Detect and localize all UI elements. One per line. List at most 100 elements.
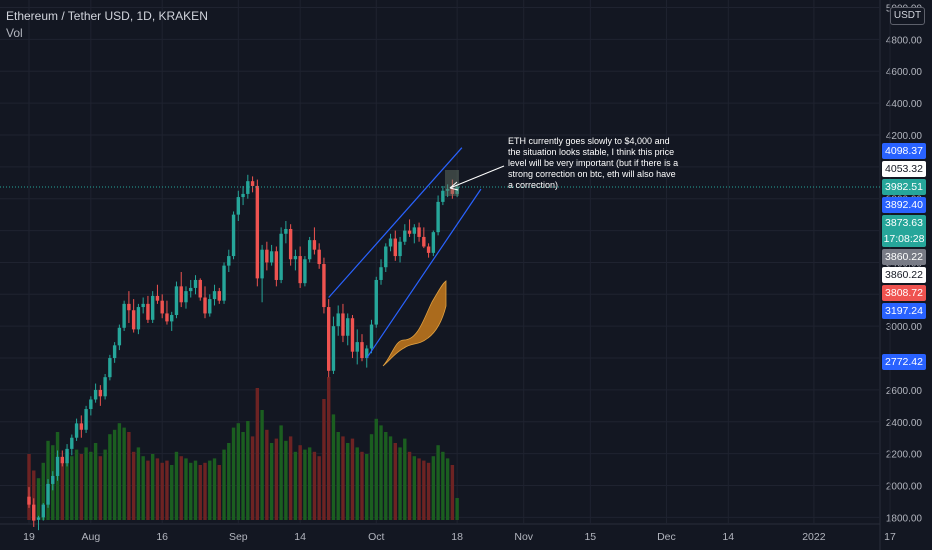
volume-bar bbox=[403, 438, 407, 520]
volume-bar bbox=[222, 449, 226, 520]
volume-bar bbox=[32, 470, 36, 520]
price-axis-label: 3873.63 17:08:28 bbox=[882, 215, 926, 248]
volume-bar bbox=[41, 462, 45, 520]
volume-bar bbox=[407, 451, 412, 520]
candle-body bbox=[441, 190, 445, 202]
candle-body bbox=[227, 256, 231, 266]
volume-bar bbox=[341, 436, 345, 520]
price-axis-label: 3808.72 bbox=[882, 285, 926, 302]
volume-bar bbox=[65, 451, 69, 520]
volume-bar bbox=[241, 432, 245, 520]
volume-bar bbox=[455, 498, 459, 520]
volume-bar bbox=[374, 418, 378, 520]
volume-bar bbox=[160, 462, 164, 520]
candle-body bbox=[198, 279, 202, 298]
candle-body bbox=[450, 189, 455, 194]
volume-bar bbox=[384, 432, 388, 520]
candles bbox=[27, 174, 459, 531]
candle-body bbox=[32, 504, 36, 521]
volume-bar bbox=[170, 465, 174, 520]
candle-body bbox=[222, 265, 226, 301]
candle-body bbox=[165, 313, 169, 322]
volume-bar bbox=[388, 436, 393, 520]
price-axis-label: 3197.24 bbox=[882, 303, 926, 320]
candle-body bbox=[246, 181, 250, 194]
candle-body bbox=[84, 409, 88, 430]
candle-body bbox=[265, 249, 269, 263]
candle-body bbox=[407, 230, 412, 234]
candle-body bbox=[189, 287, 193, 292]
price-axis-label-value: 3873.63 bbox=[885, 217, 923, 230]
currency-button[interactable]: USDT bbox=[890, 7, 925, 25]
candle-body bbox=[388, 238, 393, 247]
volume-bar bbox=[298, 445, 302, 520]
candle-body bbox=[79, 423, 84, 430]
candle-body bbox=[369, 324, 374, 349]
candle-body bbox=[98, 389, 103, 397]
candle-body bbox=[122, 303, 126, 328]
candle-body bbox=[46, 483, 50, 505]
candle-body bbox=[60, 456, 64, 464]
candle-body bbox=[326, 307, 331, 371]
y-tick-label: 2200.00 bbox=[886, 450, 923, 461]
candle-body bbox=[436, 201, 440, 233]
volume-bar bbox=[355, 447, 359, 520]
volume-bar bbox=[112, 429, 117, 520]
y-tick-label: 4600.00 bbox=[886, 67, 923, 78]
candle-body bbox=[193, 279, 198, 288]
x-tick-label: 15 bbox=[584, 531, 596, 543]
y-tick-label: 3000.00 bbox=[886, 322, 923, 333]
candle-body bbox=[350, 318, 355, 352]
volume-bar bbox=[293, 451, 298, 520]
candle-body bbox=[217, 291, 221, 301]
volume-bar bbox=[231, 427, 236, 520]
candle-body bbox=[27, 496, 31, 505]
price-axis-label-value: 3197.24 bbox=[885, 305, 923, 318]
volume-bar bbox=[84, 447, 88, 520]
x-tick-label: Sep bbox=[229, 531, 248, 543]
volume-bar bbox=[193, 460, 198, 520]
candle-body bbox=[131, 310, 136, 330]
candle-body bbox=[160, 300, 164, 314]
candle-body bbox=[355, 342, 359, 352]
volume-bar bbox=[412, 456, 417, 520]
volume-bar bbox=[422, 460, 426, 520]
volume-bar bbox=[255, 388, 260, 520]
volume-bar bbox=[141, 456, 145, 520]
candle-body bbox=[141, 303, 145, 308]
candle-body bbox=[146, 303, 150, 320]
price-axis-label-value: 2772.42 bbox=[885, 356, 923, 369]
volume-bar bbox=[93, 443, 98, 520]
symbol-title[interactable]: Ethereum / Tether USD, 1D, KRAKEN bbox=[6, 9, 208, 23]
candle-body bbox=[393, 238, 397, 257]
candle-body bbox=[103, 377, 107, 397]
candle-body bbox=[117, 327, 122, 346]
y-tick-label: 4400.00 bbox=[886, 99, 923, 110]
volume-bar bbox=[250, 436, 255, 520]
volume-bar bbox=[426, 462, 431, 520]
candle-body bbox=[269, 251, 274, 263]
candle-body bbox=[112, 345, 117, 359]
candle-body bbox=[41, 504, 45, 518]
volume-bar bbox=[303, 449, 307, 520]
volume-bar bbox=[369, 434, 374, 520]
candle-body bbox=[170, 315, 174, 322]
volume-bar bbox=[70, 456, 74, 520]
volume-bar bbox=[60, 459, 64, 520]
volume-bar bbox=[27, 454, 31, 520]
candle-body bbox=[93, 389, 98, 400]
candle-body bbox=[417, 227, 421, 237]
volume-bar bbox=[198, 465, 202, 520]
x-tick-label: 14 bbox=[722, 531, 734, 543]
price-axis-label-value: 3860.22 bbox=[885, 251, 923, 264]
y-tick-label: 1800.00 bbox=[886, 513, 923, 524]
annotation-text[interactable]: ETH currently goes slowly to $4,000 and … bbox=[508, 136, 679, 190]
volume-bar bbox=[227, 443, 231, 520]
volume-bar bbox=[436, 445, 440, 520]
volume-bar bbox=[322, 399, 326, 520]
volume-label[interactable]: Vol bbox=[6, 26, 23, 40]
volume-bar bbox=[127, 432, 131, 520]
candle-body bbox=[174, 286, 179, 316]
price-axis-label: 2772.42 bbox=[882, 354, 926, 371]
